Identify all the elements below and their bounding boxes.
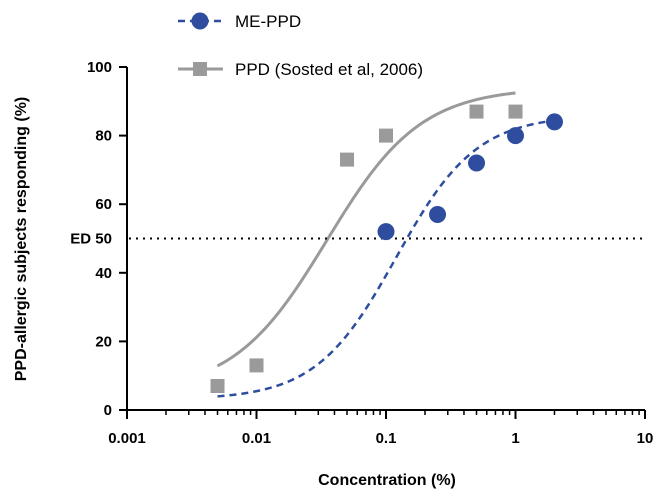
x-tick-label: 0.01 xyxy=(242,430,271,447)
me-ppd-point xyxy=(429,205,447,223)
ppd-point xyxy=(340,152,355,167)
me-ppd-point xyxy=(545,113,563,131)
legend: ME-PPD PPD (Sosted et al, 2006) xyxy=(178,12,423,79)
x-axis-label: Concentration (%) xyxy=(318,472,456,489)
legend-marker xyxy=(191,12,209,30)
y-tick-label: 80 xyxy=(95,128,112,145)
fit-curve-me-ppd xyxy=(217,119,555,398)
x-tick-label: 0.001 xyxy=(108,430,146,447)
data-points xyxy=(210,104,563,393)
y-tick-label: 0 xyxy=(104,402,112,419)
x-tick-label: 1 xyxy=(511,430,519,447)
ppd-point xyxy=(249,358,264,373)
fit-curve-ppd xyxy=(216,91,516,368)
y-axis-label: PPD-allergic subjects responding (%) xyxy=(13,97,30,382)
fit-curves xyxy=(216,91,555,398)
legend-label: ME-PPD xyxy=(235,12,301,31)
ppd-point xyxy=(469,104,484,119)
me-ppd-point xyxy=(377,223,395,241)
me-ppd-point xyxy=(468,154,486,172)
y-tick-label: 100 xyxy=(87,59,112,76)
ppd-point xyxy=(508,104,523,119)
ppd-point xyxy=(379,128,393,143)
x-tick-label: 10 xyxy=(637,430,654,447)
ppd-point xyxy=(210,378,225,393)
legend-marker xyxy=(193,62,207,76)
legend-label: PPD (Sosted et al, 2006) xyxy=(235,60,423,79)
reference-line-group: ED 50 xyxy=(70,231,645,248)
ed50-label: ED 50 xyxy=(70,231,112,248)
me-ppd-point xyxy=(507,127,524,145)
x-tick-label: 0.1 xyxy=(376,430,397,447)
y-tick-label: 20 xyxy=(95,333,112,350)
y-tick-label: 40 xyxy=(95,265,112,282)
y-tick-label: 60 xyxy=(95,196,112,213)
